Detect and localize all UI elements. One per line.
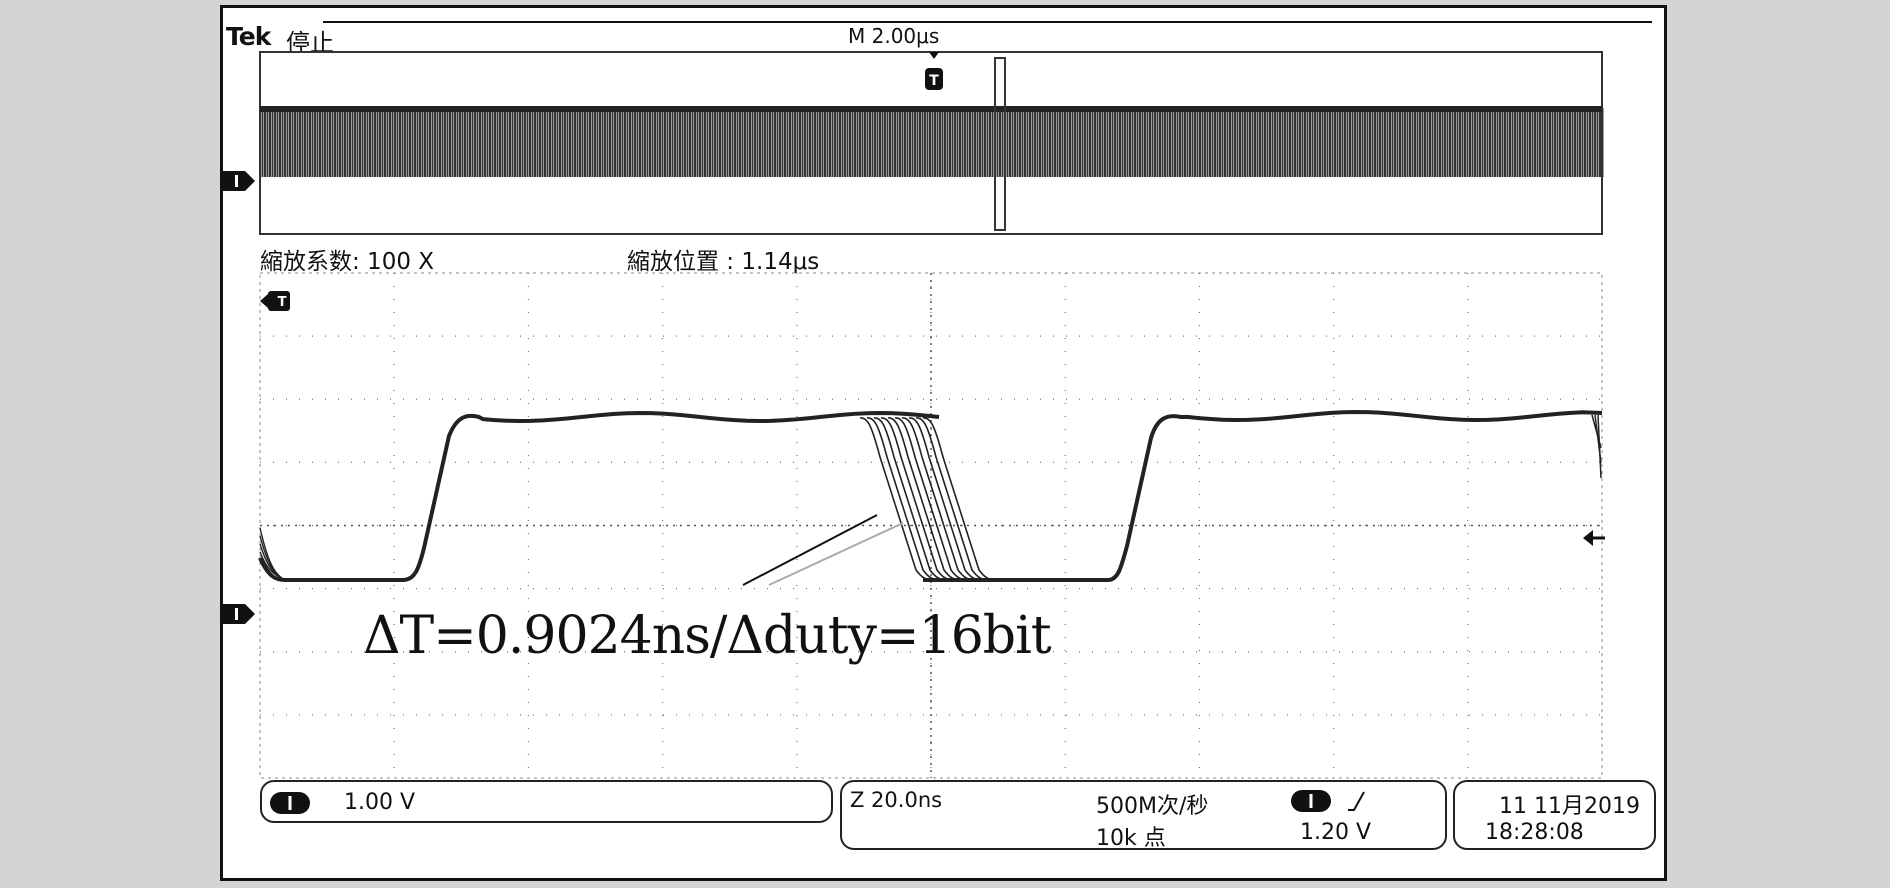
acquisition-readout[interactable]: Z 20.0ns 500M次/秒 10k 点 1.20 V: [840, 780, 1447, 851]
trigger-marker-icon: [925, 68, 943, 90]
zoom-scale: Z 20.0ns: [850, 788, 943, 812]
sample-rate: 500M次/秒: [1096, 794, 1209, 819]
overview-waveform: [259, 106, 1604, 177]
date-label: 11 11月2019: [1499, 794, 1640, 819]
header-rule: [323, 21, 1652, 23]
trigger-level: 1.20 V: [1300, 820, 1372, 845]
record-length: 10k 点: [1096, 826, 1166, 851]
channel-1-readout[interactable]: 1.00 V: [260, 780, 833, 823]
zoom-window-marker: [994, 57, 1006, 231]
rising-edge-icon: [1348, 791, 1365, 811]
svg-text:T: T: [278, 295, 287, 310]
zoom-factor-label: 縮放系数: 100 X: [260, 249, 435, 275]
channel-1-waveform: [258, 410, 1603, 582]
time-label: 18:28:08: [1485, 820, 1584, 845]
oscilloscope-screenshot: Tek 停止 M 2.00μs T 縮放系数: 100 X 縮放位置 : 1.1…: [220, 5, 1667, 881]
trigger-position-marker-icon: [268, 291, 290, 311]
zoom-position-label: 縮放位置 : 1.14μs: [627, 249, 820, 275]
timing-annotation: ΔT=0.9024ns/Δduty=16bit: [363, 606, 1052, 666]
trigger-source-icon: [1291, 790, 1331, 812]
channel-1-overview-marker-icon: [223, 171, 255, 191]
zoomed-waveform-display[interactable]: T: [223, 8, 1670, 788]
trigger-marker-arrow: [929, 52, 939, 59]
timebase-label[interactable]: M 2.00μs: [848, 24, 940, 48]
trigger-level-arrow-icon: [1583, 530, 1605, 546]
channel-1-scale: 1.00 V: [344, 790, 416, 815]
record-overview-panel[interactable]: T: [223, 8, 1670, 248]
graticule-grid: [260, 273, 1602, 778]
date-time-readout: 11 11月2019 18:28:08: [1453, 780, 1656, 850]
svg-text:T: T: [929, 73, 939, 89]
channel-1-ground-marker-icon: [223, 604, 255, 624]
annotation-leader-line-1: [742, 514, 878, 586]
brand-label: Tek: [226, 22, 271, 51]
channel-1-icon: [270, 792, 310, 814]
annotation-leader-line-2: [768, 522, 904, 586]
